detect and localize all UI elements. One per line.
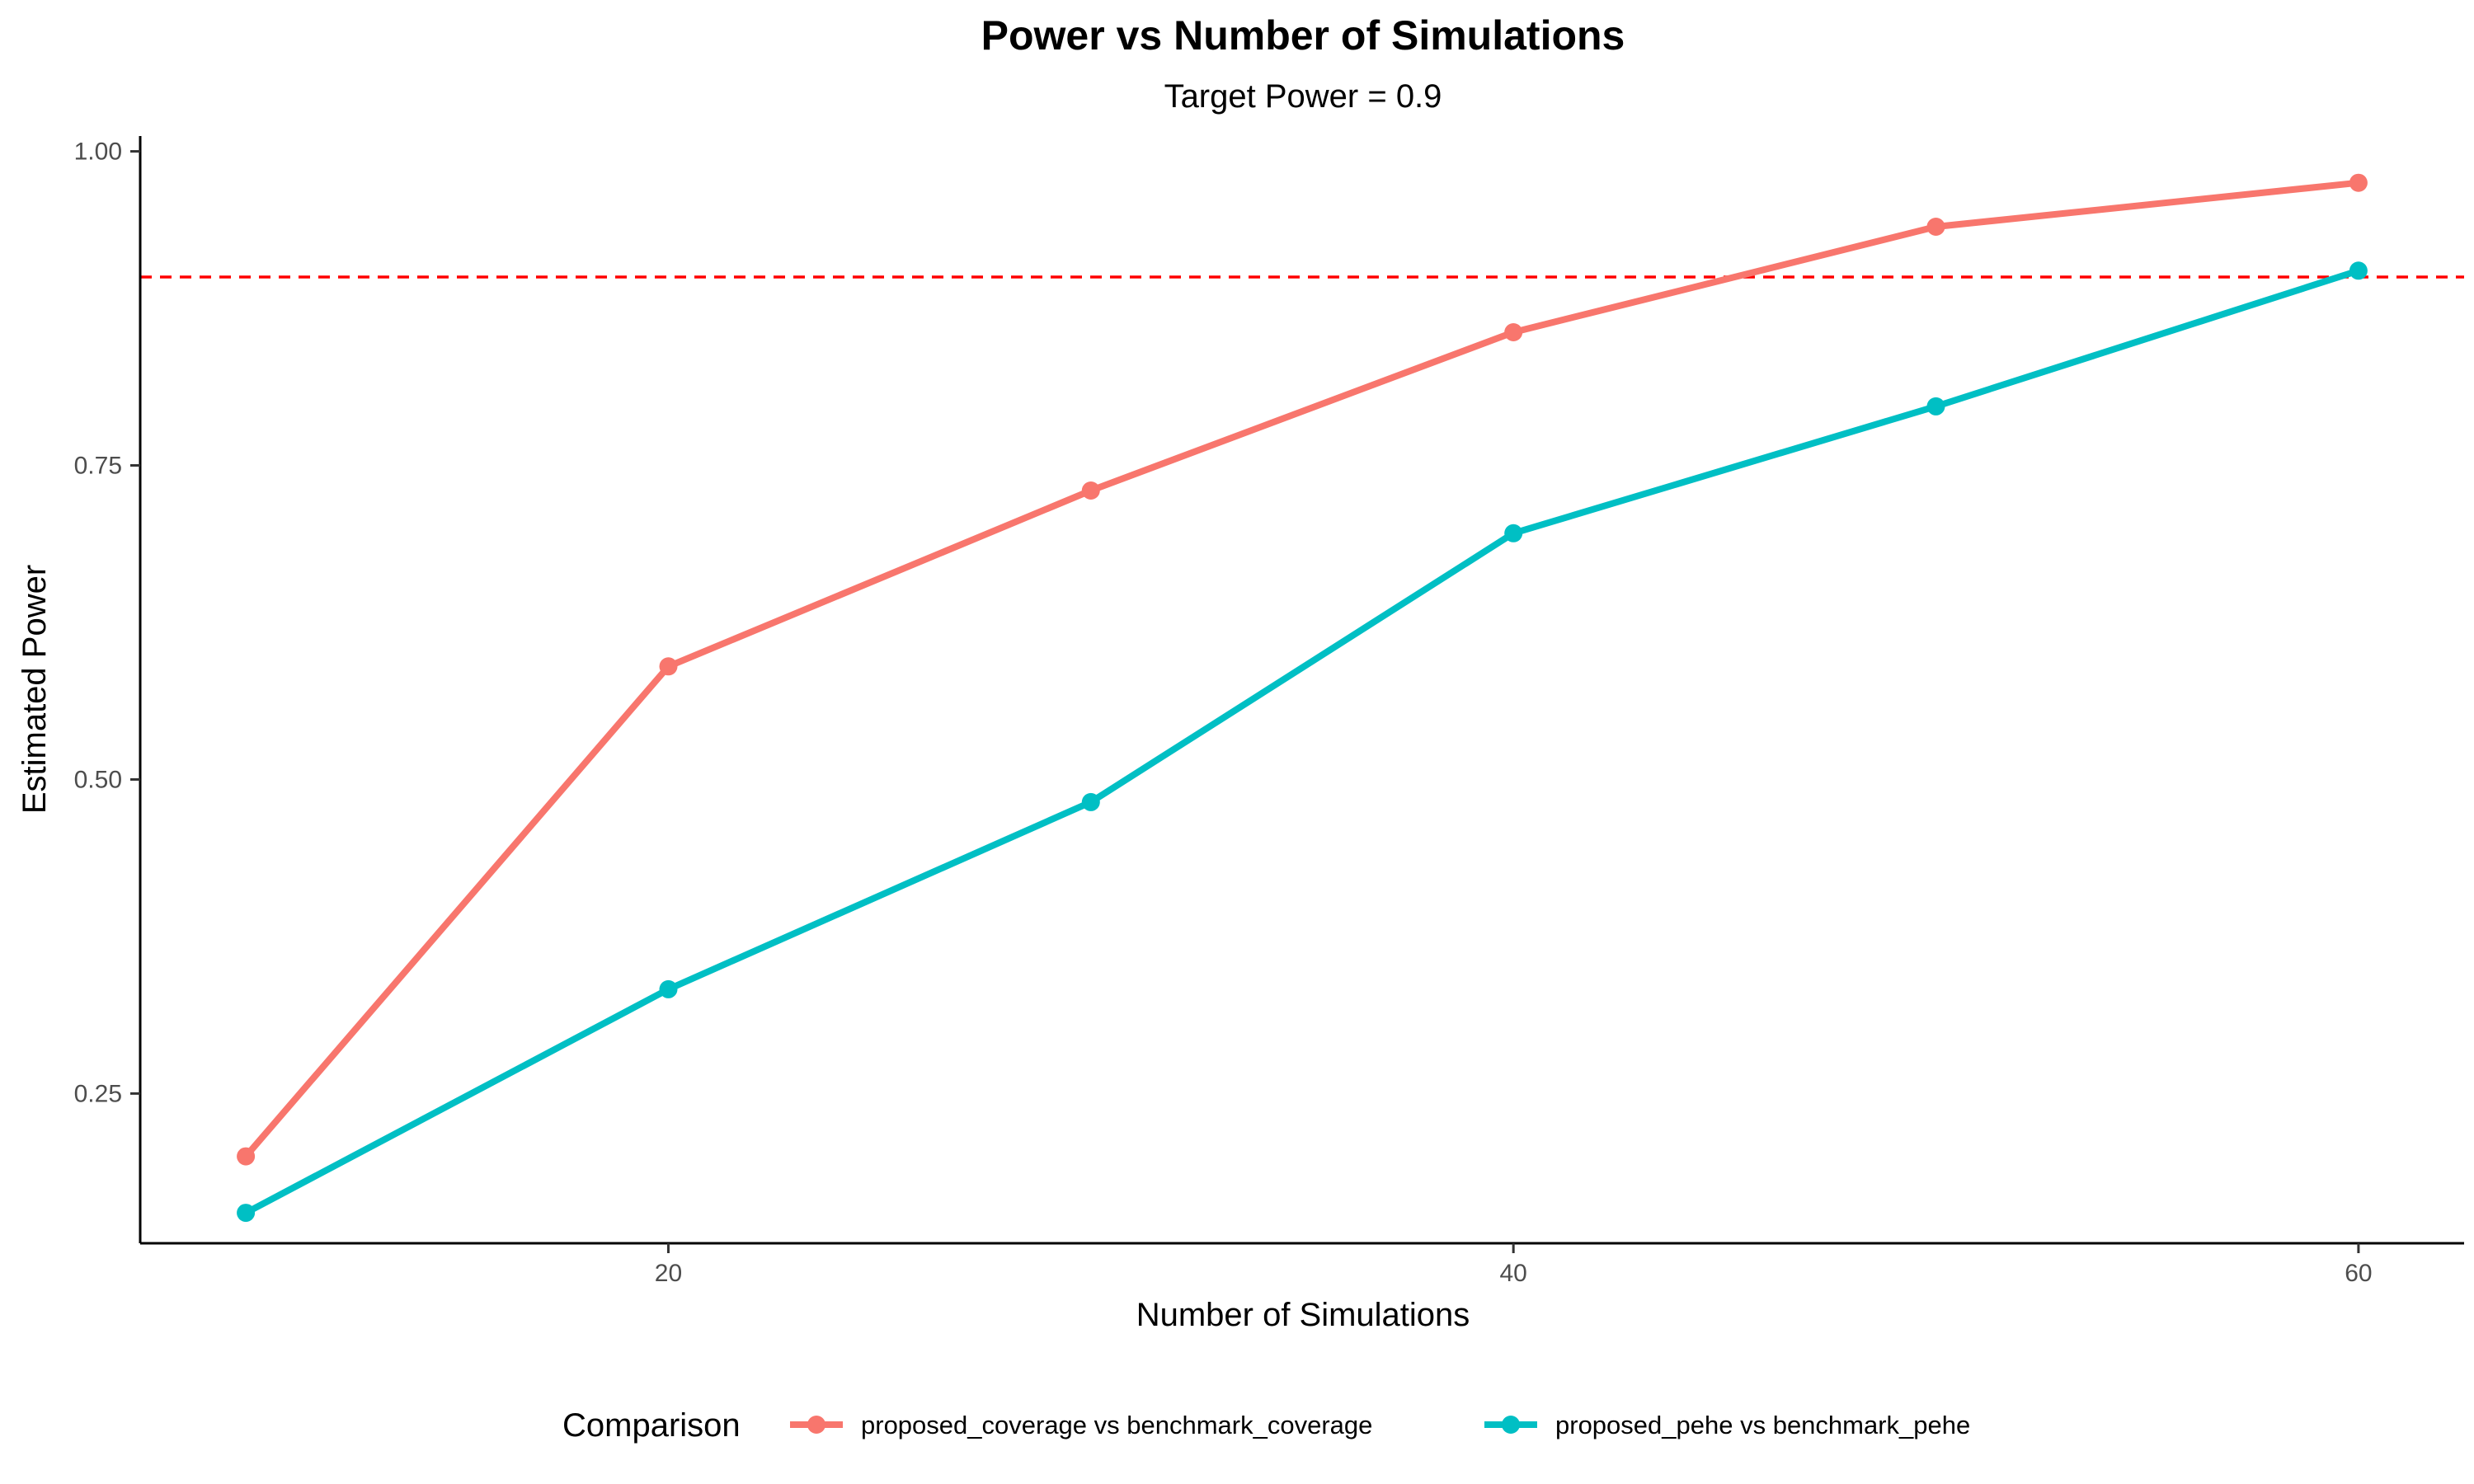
y-tick-label: 0.75 <box>74 453 122 480</box>
legend: Comparison proposed_coverage vs benchmar… <box>562 1407 1970 1444</box>
series-1-point <box>1504 323 1523 341</box>
y-tick-label: 0.50 <box>74 766 122 793</box>
series-2-point <box>1081 792 1100 811</box>
series-2-point <box>237 1204 256 1223</box>
x-axis-title: Number of Simulations <box>1136 1297 1470 1333</box>
series-1-point <box>237 1147 256 1166</box>
series-line-1 <box>243 179 2359 1159</box>
y-axis-title: Estimated Power <box>16 565 53 814</box>
series-2-point <box>1926 397 1945 416</box>
chart-subtitle: Target Power = 0.9 <box>1164 78 1442 115</box>
series-2-point <box>659 979 678 998</box>
series-2-point <box>2349 261 2368 280</box>
y-axis-ticks: 0.25 0.50 0.75 1.00 <box>74 139 140 1107</box>
plot-area <box>140 173 2464 1223</box>
series-1-point <box>1081 481 1100 500</box>
legend-label: proposed_pehe vs benchmark_pehe <box>1555 1411 1970 1439</box>
chart-title: Power vs Number of Simulations <box>981 12 1625 59</box>
y-tick-label: 0.25 <box>74 1080 122 1107</box>
legend-key-point <box>1502 1416 1520 1434</box>
series-1-point <box>659 657 678 676</box>
legend-title: Comparison <box>562 1407 741 1444</box>
x-tick-label: 60 <box>2345 1260 2372 1287</box>
x-tick-label: 40 <box>1499 1260 1526 1287</box>
series-2-point <box>1504 524 1523 542</box>
legend-items: proposed_coverage vs benchmark_coverage p… <box>790 1411 1970 1439</box>
legend-label: proposed_coverage vs benchmark_coverage <box>861 1411 1372 1439</box>
x-tick-label: 20 <box>655 1260 682 1287</box>
series-1-point <box>1926 218 1945 236</box>
y-tick-label: 1.00 <box>74 139 122 166</box>
series-1-point <box>2349 173 2368 192</box>
x-axis-ticks: 20 40 60 <box>655 1243 2373 1287</box>
legend-key-point <box>807 1416 825 1434</box>
series-line-2 <box>244 267 2360 1216</box>
